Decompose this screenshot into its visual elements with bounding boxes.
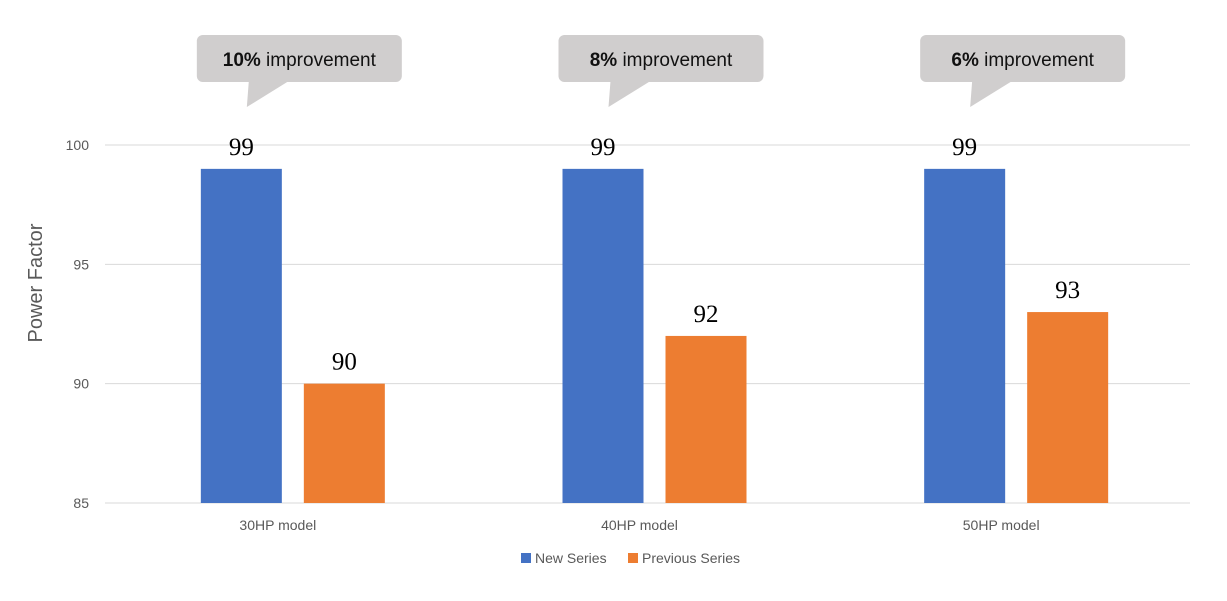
legend-swatch <box>628 553 638 563</box>
callout-box <box>920 35 1126 82</box>
y-tick-label: 90 <box>73 376 89 392</box>
improvement-callout: 10% improvement <box>196 35 402 107</box>
callout-box <box>558 35 764 82</box>
callout-percent: 10% <box>223 50 261 71</box>
callout-text: 8% improvement <box>590 50 733 71</box>
callout-label: improvement <box>261 50 377 71</box>
data-label: 99 <box>591 134 616 161</box>
category-label: 50HP model <box>963 517 1040 533</box>
callout-text: 10% improvement <box>223 50 377 71</box>
callout-label: improvement <box>617 50 733 71</box>
callout-pointer <box>246 81 289 107</box>
data-label: 92 <box>694 301 719 328</box>
data-labels: 99 90 99 92 99 93 <box>229 134 1080 376</box>
data-label: 93 <box>1055 277 1080 304</box>
y-tick-label: 95 <box>73 256 89 272</box>
callout-pointer <box>608 81 651 107</box>
bars <box>200 168 1109 503</box>
category-labels: 30HP model 40HP model 50HP model <box>239 517 1039 533</box>
y-tick-label: 100 <box>66 137 90 153</box>
callout-label: improvement <box>979 50 1095 71</box>
callout-box <box>196 35 402 82</box>
callouts: 10% improvement 8% improvement 6% improvem… <box>196 35 1126 107</box>
bar <box>303 383 385 503</box>
y-tick-label: 85 <box>73 495 89 511</box>
y-axis-title: Power Factor <box>25 223 47 342</box>
data-label: 90 <box>332 349 357 376</box>
legend: New Series Previous Series <box>521 550 740 566</box>
bar <box>924 168 1006 503</box>
legend-label: New Series <box>535 550 607 566</box>
data-label: 99 <box>229 134 254 161</box>
legend-swatch <box>521 553 531 563</box>
callout-percent: 8% <box>590 50 618 71</box>
legend-label: Previous Series <box>642 550 740 566</box>
bar <box>1027 312 1109 503</box>
category-label: 40HP model <box>601 517 678 533</box>
category-label: 30HP model <box>239 517 316 533</box>
bar <box>562 168 644 503</box>
bar <box>200 168 282 503</box>
improvement-callout: 8% improvement <box>558 35 764 107</box>
bar <box>665 335 747 503</box>
callout-text: 6% improvement <box>951 50 1094 71</box>
callout-pointer <box>970 81 1013 107</box>
gridlines <box>105 144 1190 504</box>
improvement-callout: 6% improvement <box>920 35 1126 107</box>
callout-percent: 6% <box>951 50 979 71</box>
data-label: 99 <box>952 134 977 161</box>
y-axis-ticks: 85 90 95 100 <box>66 137 90 511</box>
